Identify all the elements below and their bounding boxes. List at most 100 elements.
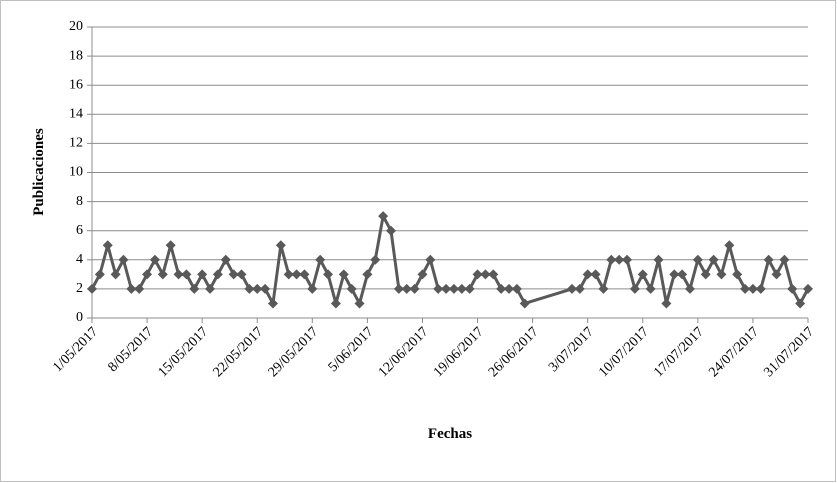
marker xyxy=(740,283,751,294)
marker xyxy=(448,283,459,294)
marker xyxy=(480,269,491,280)
marker xyxy=(409,283,420,294)
marker xyxy=(205,283,216,294)
y-tick-label: 2 xyxy=(76,281,83,296)
marker xyxy=(291,269,302,280)
marker xyxy=(244,283,255,294)
marker xyxy=(425,254,436,265)
marker xyxy=(378,211,389,222)
marker xyxy=(370,254,381,265)
marker xyxy=(181,269,192,280)
marker xyxy=(488,269,499,280)
marker xyxy=(614,254,625,265)
marker xyxy=(472,269,483,280)
marker xyxy=(283,269,294,280)
marker xyxy=(173,269,184,280)
y-tick-label: 4 xyxy=(76,252,83,267)
marker xyxy=(779,254,790,265)
marker xyxy=(260,283,271,294)
marker xyxy=(157,269,168,280)
marker xyxy=(795,298,806,309)
marker xyxy=(228,269,239,280)
marker xyxy=(504,283,515,294)
marker xyxy=(401,283,412,294)
marker xyxy=(456,283,467,294)
marker xyxy=(307,283,318,294)
marker xyxy=(511,283,522,294)
y-tick-label: 18 xyxy=(69,48,83,63)
marker xyxy=(582,269,593,280)
marker xyxy=(803,283,813,294)
y-tick-label: 10 xyxy=(69,165,83,180)
marker xyxy=(645,283,656,294)
marker xyxy=(165,240,176,251)
y-tick-label: 20 xyxy=(69,19,83,34)
marker xyxy=(771,269,782,280)
marker xyxy=(236,269,247,280)
marker xyxy=(197,269,208,280)
marker xyxy=(299,269,310,280)
marker xyxy=(629,283,640,294)
marker xyxy=(716,269,727,280)
marker xyxy=(315,254,326,265)
marker xyxy=(763,254,774,265)
marker xyxy=(708,254,719,265)
marker xyxy=(724,240,735,251)
marker xyxy=(220,254,231,265)
marker xyxy=(653,254,664,265)
marker xyxy=(354,298,365,309)
marker xyxy=(590,269,601,280)
marker xyxy=(732,269,743,280)
marker xyxy=(574,283,585,294)
marker xyxy=(102,240,113,251)
marker xyxy=(126,283,137,294)
marker xyxy=(417,269,428,280)
y-tick-label: 12 xyxy=(69,136,83,151)
marker xyxy=(189,283,200,294)
marker xyxy=(787,283,798,294)
marker xyxy=(669,269,680,280)
marker xyxy=(252,283,263,294)
marker xyxy=(598,283,609,294)
y-tick-label: 16 xyxy=(69,77,83,92)
marker xyxy=(393,283,404,294)
marker xyxy=(149,254,160,265)
y-tick-label: 6 xyxy=(76,223,83,238)
marker xyxy=(362,269,373,280)
marker xyxy=(519,298,530,309)
marker xyxy=(275,240,286,251)
marker xyxy=(433,283,444,294)
marker xyxy=(338,269,349,280)
marker xyxy=(330,298,341,309)
marker xyxy=(747,283,758,294)
marker xyxy=(566,283,577,294)
marker xyxy=(755,283,766,294)
y-tick-label: 14 xyxy=(69,107,83,122)
marker xyxy=(142,269,153,280)
marker xyxy=(677,269,688,280)
marker xyxy=(323,269,334,280)
marker xyxy=(622,254,633,265)
marker xyxy=(87,283,97,294)
y-tick-label: 0 xyxy=(76,310,83,325)
marker xyxy=(692,254,703,265)
marker xyxy=(637,269,648,280)
marker xyxy=(441,283,452,294)
marker xyxy=(110,269,121,280)
marker xyxy=(496,283,507,294)
marker xyxy=(661,298,672,309)
marker xyxy=(700,269,711,280)
marker xyxy=(212,269,223,280)
marker xyxy=(346,283,357,294)
x-axis-label: Fechas xyxy=(428,426,472,442)
marker xyxy=(94,269,105,280)
y-axis-label: Publicaciones xyxy=(31,128,47,216)
marker xyxy=(267,298,278,309)
marker xyxy=(606,254,617,265)
marker xyxy=(684,283,695,294)
marker xyxy=(385,225,396,236)
marker xyxy=(118,254,129,265)
